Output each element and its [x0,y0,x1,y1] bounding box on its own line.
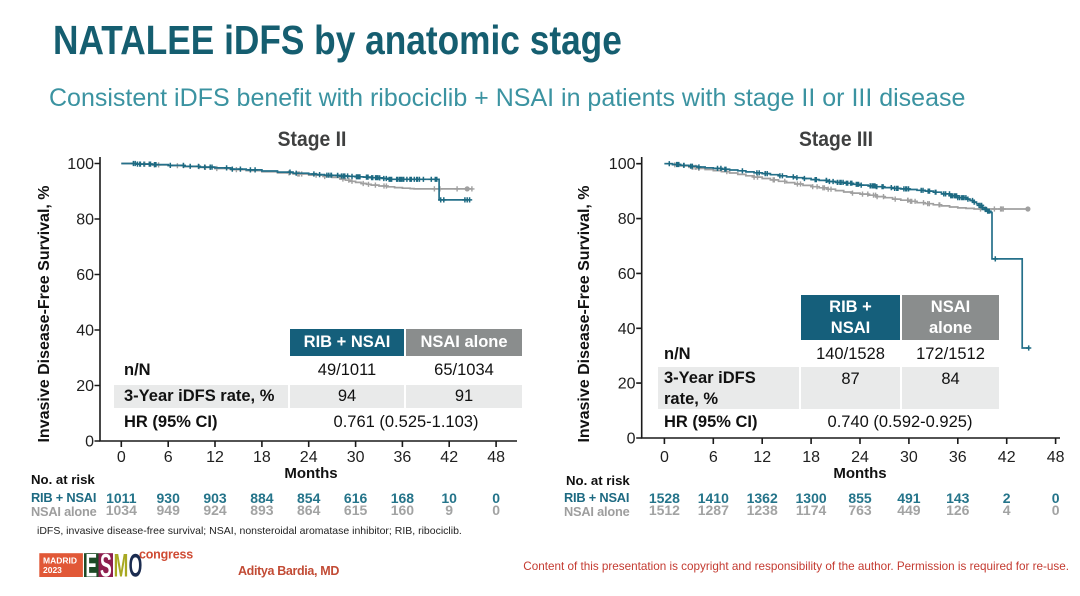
svg-text:12: 12 [206,449,224,466]
svg-text:42: 42 [440,449,458,466]
svg-text:42: 42 [998,449,1016,466]
svg-text:Invasive Disease-Free Survival: Invasive Disease-Free Survival, % [36,185,53,442]
svg-text:18: 18 [253,449,271,466]
svg-text:0: 0 [627,431,636,448]
svg-text:M: M [114,549,129,584]
svg-text:20: 20 [76,378,94,395]
svg-text:E: E [85,549,97,584]
svg-text:S: S [100,549,112,584]
svg-text:Months: Months [833,465,886,482]
svg-text:80: 80 [618,211,636,228]
svg-text:18: 18 [802,449,820,466]
svg-text:24: 24 [300,449,318,466]
svg-text:0: 0 [85,434,94,451]
svg-text:congress: congress [139,548,193,562]
svg-text:30: 30 [347,449,365,466]
svg-text:36: 36 [394,449,412,466]
svg-text:0: 0 [117,449,126,466]
svg-text:2023: 2023 [43,565,62,575]
svg-text:48: 48 [1047,449,1065,466]
svg-text:40: 40 [618,321,636,338]
svg-text:100: 100 [609,156,636,173]
svg-text:80: 80 [76,212,94,229]
svg-text:Months: Months [284,465,337,482]
svg-text:60: 60 [618,266,636,283]
svg-text:20: 20 [618,376,636,393]
svg-text:40: 40 [76,323,94,340]
svg-text:Invasive Disease-Free Survival: Invasive Disease-Free Survival, % [576,185,593,442]
svg-text:6: 6 [164,449,173,466]
svg-text:0: 0 [660,449,669,466]
svg-text:12: 12 [753,449,771,466]
svg-text:60: 60 [76,267,94,284]
svg-text:30: 30 [900,449,918,466]
svg-text:48: 48 [487,449,505,466]
svg-text:MADRID: MADRID [43,556,77,566]
svg-text:100: 100 [67,156,94,173]
svg-text:24: 24 [851,449,869,466]
svg-text:O: O [129,549,143,584]
svg-text:36: 36 [949,449,967,466]
svg-text:6: 6 [709,449,718,466]
